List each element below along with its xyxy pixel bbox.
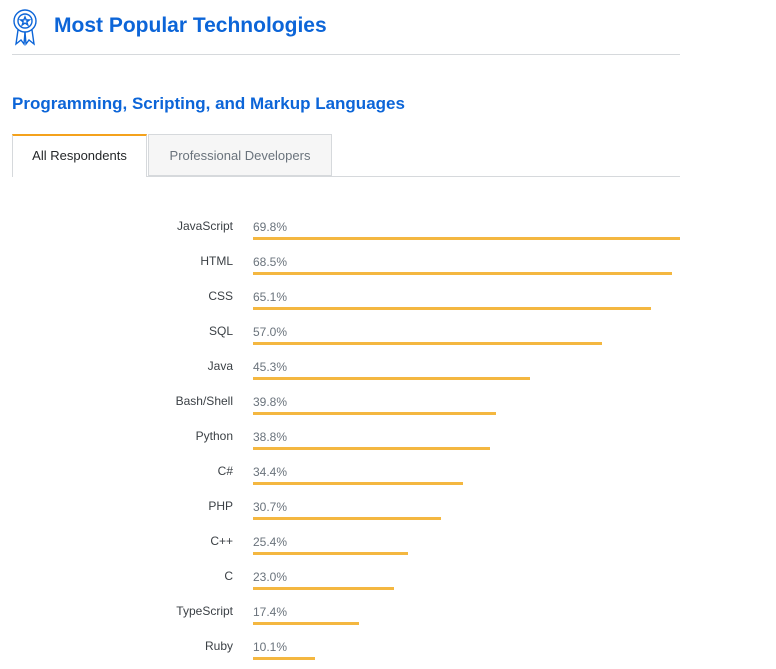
value-label: 69.8% xyxy=(253,220,288,234)
bar xyxy=(253,307,651,310)
award-ribbon-icon xyxy=(13,9,37,46)
category-label: Python xyxy=(195,429,233,443)
bar xyxy=(253,447,490,450)
category-label: C xyxy=(224,569,233,583)
value-label: 57.0% xyxy=(253,325,288,339)
value-label: 23.0% xyxy=(253,570,288,584)
value-label: 30.7% xyxy=(253,500,288,514)
bar xyxy=(253,622,359,625)
category-label: C++ xyxy=(210,534,233,548)
category-label: SQL xyxy=(208,324,233,338)
respondent-tabs: All Respondents Professional Developers xyxy=(12,134,680,177)
category-label: Ruby xyxy=(204,639,233,653)
bar xyxy=(253,237,680,240)
category-label: C# xyxy=(217,464,233,478)
value-label: 39.8% xyxy=(253,395,288,409)
bar xyxy=(253,587,394,590)
bar xyxy=(253,552,408,555)
tab-professional-developers[interactable]: Professional Developers xyxy=(148,134,332,176)
tab-all-respondents[interactable]: All Respondents xyxy=(12,134,147,177)
value-label: 45.3% xyxy=(253,360,288,374)
category-label: PHP xyxy=(208,499,233,513)
category-label: Java xyxy=(207,359,233,373)
section-title: Programming, Scripting, and Markup Langu… xyxy=(12,94,405,113)
value-label: 10.1% xyxy=(253,640,288,654)
value-label: 25.4% xyxy=(253,535,288,549)
category-label: JavaScript xyxy=(176,219,233,233)
page-header: Most Popular Technologies xyxy=(12,8,680,55)
bar xyxy=(253,517,441,520)
bar xyxy=(253,657,315,660)
bar xyxy=(253,482,463,485)
page-title: Most Popular Technologies xyxy=(54,14,327,37)
category-label: HTML xyxy=(200,254,233,268)
bar xyxy=(253,377,530,380)
category-label: TypeScript xyxy=(176,604,233,618)
category-label: Bash/Shell xyxy=(175,394,233,408)
category-label: CSS xyxy=(208,289,233,303)
bar xyxy=(253,272,672,275)
value-label: 68.5% xyxy=(253,255,288,269)
value-label: 34.4% xyxy=(253,465,288,479)
value-label: 65.1% xyxy=(253,290,288,304)
value-label: 38.8% xyxy=(253,430,288,444)
bar xyxy=(253,412,496,415)
bar xyxy=(253,342,602,345)
value-label: 17.4% xyxy=(253,605,288,619)
